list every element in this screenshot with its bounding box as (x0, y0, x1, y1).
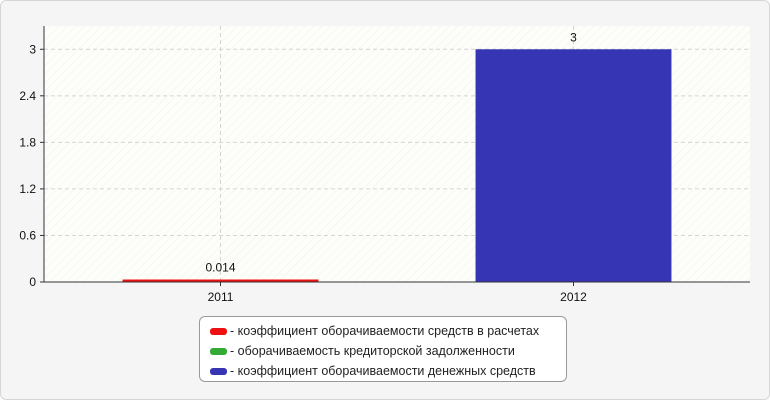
data-label: 0.014 (205, 261, 235, 275)
legend-swatch-green (210, 347, 227, 355)
legend-item: - коэффициент оборачиваемости денежных с… (210, 361, 566, 381)
bar (475, 49, 672, 282)
y-tick-label: 1.8 (19, 135, 36, 149)
x-tick-label: 2011 (208, 290, 234, 304)
legend-swatch-red (210, 327, 227, 335)
legend-label: - коэффициент оборачиваемости денежных с… (230, 364, 536, 378)
bar (122, 279, 319, 282)
legend-swatch-blue (210, 367, 227, 375)
y-tick-label: 2.4 (19, 89, 36, 103)
y-tick-label: 1.2 (19, 182, 36, 196)
legend-label: - оборачиваемость кредиторской задолженн… (230, 344, 515, 358)
y-tick-label: 0.6 (19, 228, 36, 242)
x-tick-label: 2012 (560, 290, 587, 304)
y-tick-label: 3 (29, 42, 36, 56)
legend-item: - коэффициент оборачиваемости средств в … (210, 321, 566, 341)
legend-item: - оборачиваемость кредиторской задолженн… (210, 341, 566, 361)
data-label: 3 (570, 30, 577, 44)
legend-label: - коэффициент оборачиваемости средств в … (230, 324, 540, 338)
legend: - коэффициент оборачиваемости средств в … (199, 316, 567, 382)
y-tick-label: 0 (29, 275, 36, 289)
